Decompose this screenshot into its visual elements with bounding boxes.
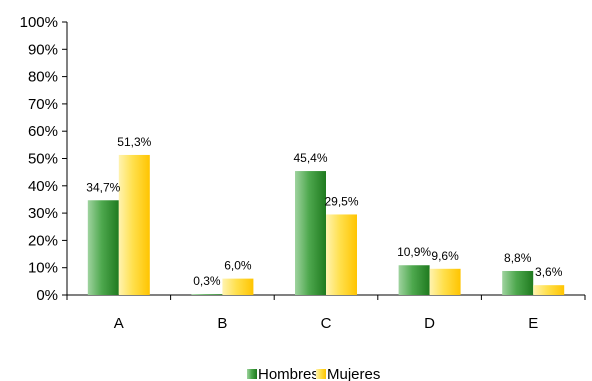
- bar-mujeres-e: [533, 285, 565, 295]
- data-label: 9,6%: [431, 249, 459, 263]
- data-label: 0,3%: [193, 274, 221, 288]
- bar-hombres-c: [295, 171, 326, 295]
- x-tick-label: B: [217, 315, 227, 332]
- legend-swatch-mujeres: [316, 369, 326, 379]
- y-tick-label: 40%: [28, 178, 58, 195]
- y-tick-label: 10%: [28, 260, 58, 277]
- bar-mujeres-b: [222, 278, 254, 295]
- data-label: 10,9%: [397, 245, 431, 259]
- x-tick-label: A: [114, 315, 124, 332]
- y-tick-label: 80%: [28, 69, 58, 86]
- bars: [87, 154, 565, 295]
- x-tick-label: D: [424, 315, 435, 332]
- data-label: 51,3%: [117, 135, 151, 149]
- bar-hombres-b: [191, 294, 223, 295]
- bar-mujeres-d: [429, 268, 461, 295]
- legend-label-mujeres: Mujeres: [327, 366, 380, 381]
- legend: Hombres Mujeres: [247, 366, 380, 381]
- data-label: 8,8%: [504, 251, 532, 265]
- y-tick-label: 20%: [28, 232, 58, 249]
- data-label: 6,0%: [224, 259, 252, 273]
- y-tick-label: 30%: [28, 205, 58, 222]
- bar-mujeres-c: [326, 214, 357, 295]
- legend-swatch-hombres: [247, 369, 257, 379]
- axes: 0% 10% 20% 30% 40% 50% 60% 70% 80% 90% 100% A B C D E: [20, 14, 586, 332]
- bar-hombres-d: [398, 265, 430, 295]
- data-label: 29,5%: [324, 194, 358, 208]
- y-tick-label: 0%: [36, 287, 58, 304]
- bar-hombres-e: [502, 270, 534, 295]
- y-tick-label: 70%: [28, 96, 58, 113]
- y-tick-label: 90%: [28, 41, 58, 58]
- y-tick-label: 50%: [28, 151, 58, 168]
- legend-label-hombres: Hombres: [258, 366, 319, 381]
- y-tick-label: 60%: [28, 123, 58, 140]
- data-labels: 34,7% 51,3% 0,3%6,0% 45,4% 29,5% 10,9% 9,6% 8,8…: [86, 135, 562, 288]
- data-label: 34,7%: [86, 180, 120, 194]
- bar-hombres-a: [87, 200, 119, 295]
- data-label: 3,6%: [535, 265, 563, 279]
- x-tick-label: C: [321, 315, 332, 332]
- data-label: 45,4%: [293, 151, 327, 165]
- bar-mujeres-a: [118, 154, 150, 295]
- y-tick-label: 100%: [20, 14, 58, 31]
- x-tick-label: E: [528, 315, 538, 332]
